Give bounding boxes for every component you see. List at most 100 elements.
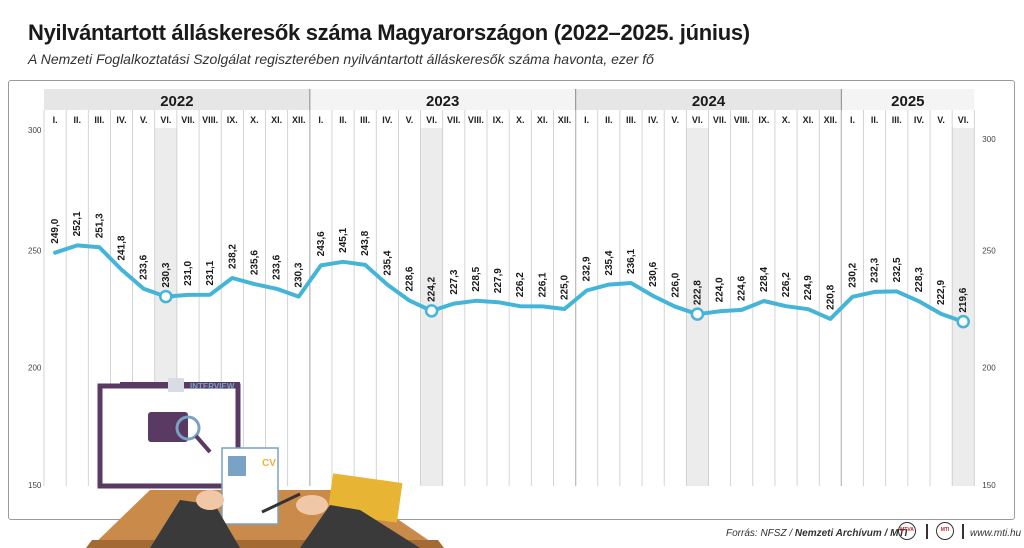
y-tick-label-left: 300 xyxy=(28,126,42,135)
month-tick-label: XII. xyxy=(824,115,838,125)
chart-subtitle: A Nemzeti Foglalkoztatási Szolgálat regi… xyxy=(28,51,654,67)
data-label: 231,0 xyxy=(183,260,194,285)
data-label: 228,5 xyxy=(471,266,482,291)
interview-label: INTERVIEW xyxy=(190,382,235,391)
y-tick-label-left: 250 xyxy=(28,246,42,255)
year-label: 2023 xyxy=(426,93,459,110)
month-tick-label: X. xyxy=(516,115,525,125)
chart-frame xyxy=(8,80,1015,520)
month-tick-label: X. xyxy=(250,115,259,125)
highlight-column xyxy=(686,128,709,486)
month-tick-label: VI. xyxy=(160,115,171,125)
data-label: 251,3 xyxy=(94,213,105,238)
month-tick-label: IX. xyxy=(493,115,504,125)
month-tick-label: V. xyxy=(671,115,679,125)
month-tick-label: III. xyxy=(94,115,104,125)
data-label: 232,5 xyxy=(892,257,903,282)
data-label: 220,8 xyxy=(825,284,836,309)
data-label: 227,9 xyxy=(493,268,504,293)
highlight-marker xyxy=(690,307,705,321)
month-tick-label: VI. xyxy=(958,115,969,125)
data-label: 235,4 xyxy=(382,250,393,275)
cv-photo xyxy=(228,456,246,476)
right-sleeve xyxy=(300,505,420,548)
year-label: 2024 xyxy=(692,93,726,110)
month-tick-label: II. xyxy=(605,115,613,125)
source-prefix: Forrás: NFSZ / xyxy=(726,528,795,539)
series-line xyxy=(53,243,966,324)
month-tick-label: VI. xyxy=(426,115,437,125)
month-tick-label: III. xyxy=(626,115,636,125)
highlight-column xyxy=(952,128,975,486)
data-label: 245,1 xyxy=(338,227,349,252)
year-label: 2022 xyxy=(160,93,193,110)
year-band xyxy=(841,89,975,110)
month-tick-label: IV. xyxy=(116,115,126,125)
y-tick-label-left: 200 xyxy=(28,364,42,373)
month-tick-label: VIII. xyxy=(734,115,750,125)
month-tick-label: III. xyxy=(892,115,902,125)
data-label: 224,2 xyxy=(427,276,438,301)
data-label: 243,6 xyxy=(316,231,327,256)
mtva-logo: MTVA xyxy=(898,522,916,540)
year-band xyxy=(575,89,842,110)
cv-label: CV xyxy=(262,458,276,469)
month-tick-label: XI. xyxy=(537,115,548,125)
highlight-marker xyxy=(956,314,970,329)
month-tick-label: IX. xyxy=(758,115,769,125)
pen xyxy=(261,492,301,514)
month-tick-label: XII. xyxy=(558,115,572,125)
month-tick-label: VI. xyxy=(692,115,703,125)
data-label: 243,8 xyxy=(360,230,371,255)
highlight-marker xyxy=(424,304,439,318)
left-hand xyxy=(196,490,224,510)
source-bold: Nemzeti Archívum / MTI xyxy=(794,528,908,539)
month-tick-label: XII. xyxy=(292,115,306,125)
data-label: 226,0 xyxy=(670,272,681,297)
job-search-illustration: INTERVIEW CV xyxy=(86,378,444,548)
data-label: 238,2 xyxy=(227,244,238,269)
data-label: 222,9 xyxy=(936,279,947,304)
data-label: 224,0 xyxy=(715,277,726,302)
year-band xyxy=(44,89,310,110)
website-link[interactable]: www.mti.hu xyxy=(970,528,1022,539)
month-tick-label: II. xyxy=(73,115,81,125)
footer-separator xyxy=(962,524,964,539)
month-tick-label: V. xyxy=(937,115,945,125)
data-label: 252,1 xyxy=(72,211,83,236)
data-label: 228,4 xyxy=(759,267,770,292)
left-sleeve xyxy=(150,500,240,548)
data-label: 233,6 xyxy=(139,254,150,279)
month-tick-label: IV. xyxy=(382,115,392,125)
data-label: 232,9 xyxy=(582,256,593,281)
data-label: 222,8 xyxy=(692,280,703,305)
data-label: 228,6 xyxy=(404,266,415,291)
data-label: 232,3 xyxy=(870,257,881,282)
data-label: 226,1 xyxy=(537,272,548,297)
year-label: 2025 xyxy=(891,93,924,110)
month-tick-label: IX. xyxy=(227,115,238,125)
month-tick-label: VII. xyxy=(713,115,727,125)
month-tick-label: VII. xyxy=(181,115,195,125)
highlight-marker xyxy=(159,289,173,304)
data-label: 219,6 xyxy=(958,287,969,312)
data-label: 236,1 xyxy=(626,248,637,273)
data-label: 230,6 xyxy=(648,261,659,286)
data-label: 230,3 xyxy=(294,262,305,287)
month-tick-label: V. xyxy=(140,115,148,125)
y-tick-label-right: 150 xyxy=(982,481,996,490)
month-tick-label: I. xyxy=(850,115,855,125)
data-label: 228,3 xyxy=(914,267,925,292)
data-label: 249,0 xyxy=(50,218,61,243)
month-tick-label: IV. xyxy=(914,115,924,125)
y-tick-label-right: 300 xyxy=(982,135,996,144)
data-label: 233,6 xyxy=(272,254,283,279)
data-label: 226,2 xyxy=(515,272,526,297)
source-note: Forrás: NFSZ / Nemzeti Archívum / MTI xyxy=(726,528,907,539)
magnifier-handle xyxy=(194,434,212,454)
cv-document xyxy=(221,447,279,525)
data-label: 231,1 xyxy=(205,260,216,285)
y-tick-label-left: 150 xyxy=(28,481,42,490)
month-tick-label: IV. xyxy=(648,115,658,125)
